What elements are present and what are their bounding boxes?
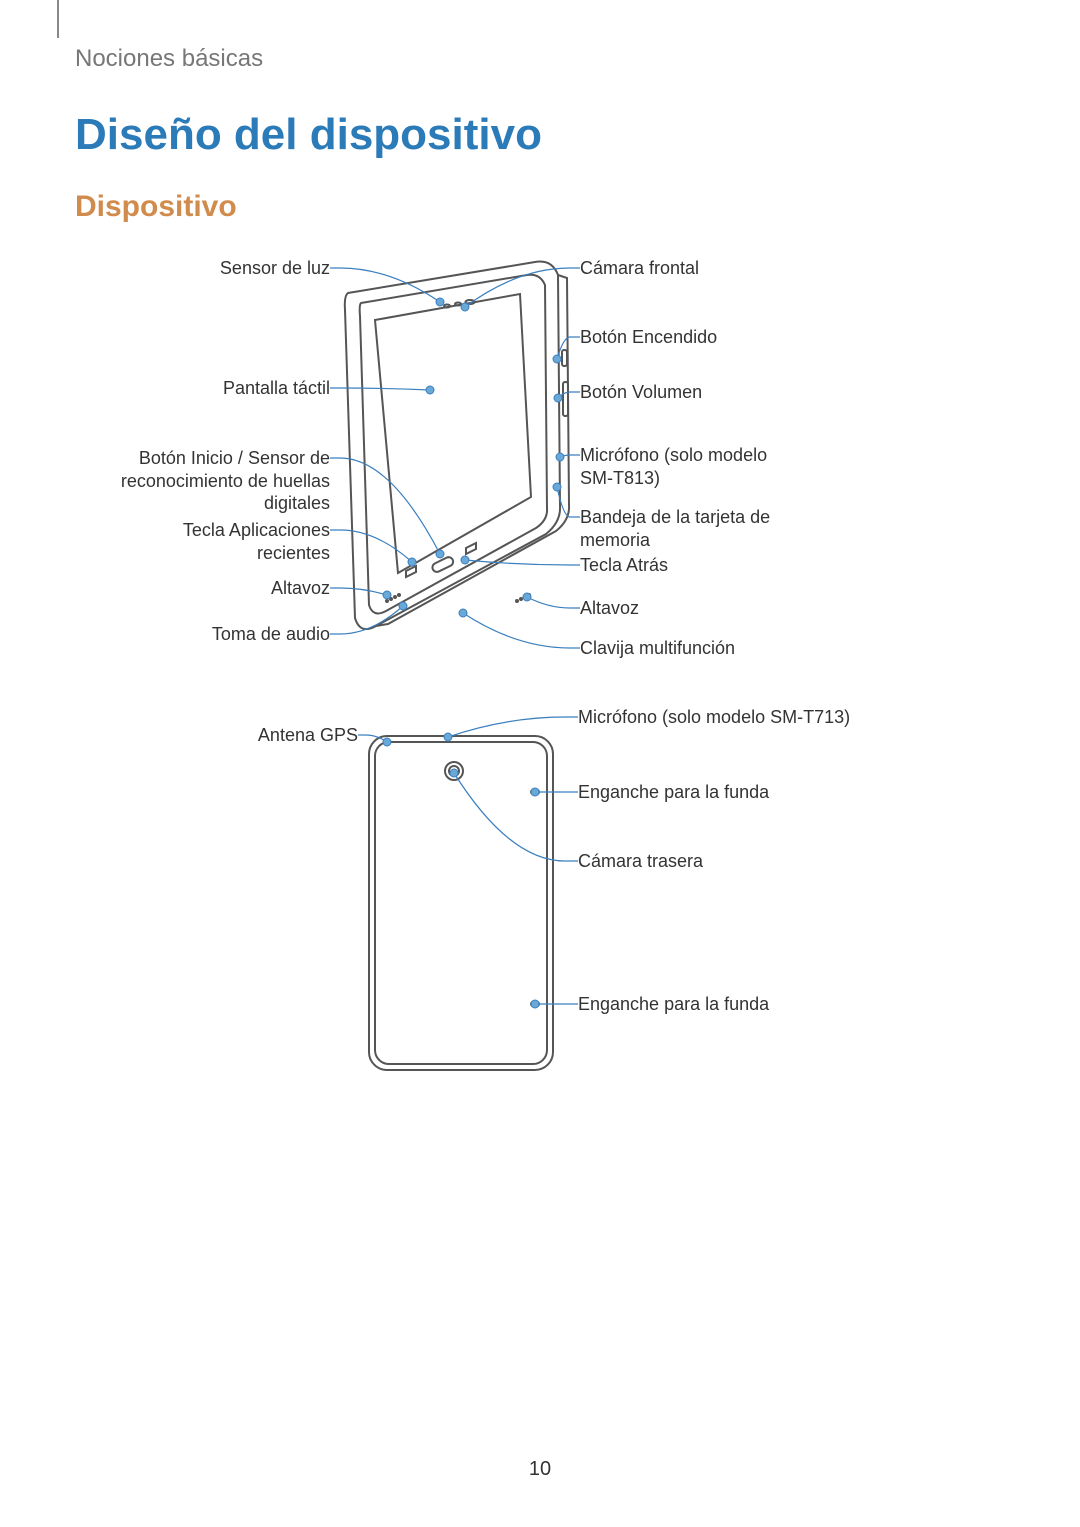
callout-clavija: Clavija multifunción (580, 637, 840, 660)
callout-sensor-luz: Sensor de luz (70, 257, 330, 280)
page-number: 10 (0, 1458, 1080, 1481)
callout-volumen: Botón Volumen (580, 381, 840, 404)
page-title: Diseño del dispositivo (75, 110, 542, 160)
callout-audio: Toma de audio (70, 623, 330, 646)
manual-page: Nociones básicas Diseño del dispositivo … (0, 0, 1080, 1527)
callout-gps: Antena GPS (98, 724, 358, 747)
callout-recientes: Tecla Aplicaciones recientes (70, 519, 330, 564)
callout-bandeja: Bandeja de la tarjeta de memoria (580, 506, 840, 551)
callout-camara-frontal: Cámara frontal (580, 257, 840, 280)
callout-gancho-1: Enganche para la funda (578, 781, 898, 804)
callout-atras: Tecla Atrás (580, 554, 840, 577)
callout-pantalla: Pantalla táctil (70, 377, 330, 400)
page-subtitle: Dispositivo (75, 190, 237, 224)
callout-mic-713: Micrófono (solo modelo SM-T713) (578, 706, 898, 729)
callout-altavoz-r: Altavoz (580, 597, 840, 620)
callout-home: Botón Inicio / Sensor de reconocimiento … (70, 447, 330, 515)
callout-mic-813: Micrófono (solo modelo SM-T813) (580, 444, 840, 489)
section-breadcrumb: Nociones básicas (75, 45, 263, 73)
device-diagram (0, 0, 1080, 1527)
callout-encendido: Botón Encendido (580, 326, 840, 349)
callout-camara-trasera: Cámara trasera (578, 850, 898, 873)
callout-altavoz-l: Altavoz (70, 577, 330, 600)
callout-gancho-2: Enganche para la funda (578, 993, 898, 1016)
page-tab-mark (57, 0, 59, 38)
